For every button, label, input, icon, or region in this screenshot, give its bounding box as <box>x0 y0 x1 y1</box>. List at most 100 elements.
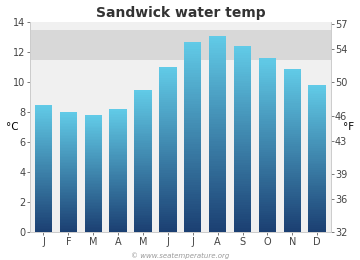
Bar <box>309 179 326 181</box>
Bar <box>109 160 127 162</box>
Bar <box>35 186 52 188</box>
Bar <box>284 151 301 153</box>
Bar <box>109 206 127 208</box>
Bar <box>234 65 251 67</box>
Bar <box>234 156 251 158</box>
Bar <box>284 165 301 167</box>
Bar <box>109 159 127 160</box>
Bar <box>184 132 202 135</box>
Bar <box>60 198 77 199</box>
Bar <box>234 218 251 221</box>
Bar <box>184 190 202 192</box>
Bar <box>234 121 251 123</box>
Bar <box>60 123 77 124</box>
Bar <box>60 210 77 211</box>
Bar <box>309 96 326 98</box>
Bar <box>309 129 326 131</box>
Bar <box>234 62 251 65</box>
Bar <box>284 220 301 222</box>
Bar <box>284 212 301 214</box>
Bar <box>259 226 276 228</box>
Bar <box>284 230 301 232</box>
Bar <box>209 82 226 85</box>
Bar <box>309 218 326 220</box>
Bar <box>159 102 177 104</box>
Bar <box>60 216 77 217</box>
Bar <box>109 182 127 183</box>
Bar <box>284 169 301 171</box>
Bar <box>85 146 102 147</box>
Bar <box>85 177 102 178</box>
Bar <box>284 196 301 198</box>
Bar <box>184 180 202 182</box>
Bar <box>259 174 276 176</box>
Bar <box>109 211 127 212</box>
Bar <box>184 216 202 218</box>
Bar <box>259 58 276 60</box>
Bar <box>284 85 301 87</box>
Bar <box>159 152 177 154</box>
Bar <box>259 89 276 91</box>
Bar <box>309 196 326 198</box>
Bar <box>184 206 202 209</box>
Bar <box>85 188 102 190</box>
Bar <box>109 152 127 154</box>
Bar <box>209 149 226 151</box>
Bar <box>234 144 251 146</box>
Bar <box>159 204 177 206</box>
Bar <box>35 146 52 148</box>
Bar <box>184 178 202 180</box>
Bar <box>309 118 326 120</box>
Bar <box>209 63 226 65</box>
Bar <box>309 164 326 166</box>
Bar <box>259 191 276 193</box>
Bar <box>284 114 301 116</box>
Bar <box>109 226 127 228</box>
Bar <box>109 176 127 177</box>
Bar <box>259 73 276 76</box>
Bar <box>284 192 301 194</box>
Bar <box>259 60 276 63</box>
Bar <box>284 122 301 124</box>
Bar <box>284 71 301 73</box>
Bar <box>60 193 77 195</box>
Bar <box>209 154 226 156</box>
Bar <box>184 204 202 206</box>
Bar <box>35 205 52 207</box>
Bar <box>284 155 301 157</box>
Bar <box>60 121 77 123</box>
Bar <box>134 154 152 156</box>
Bar <box>234 191 251 193</box>
Bar <box>284 206 301 208</box>
Bar <box>134 191 152 193</box>
Bar <box>85 165 102 167</box>
Bar <box>309 137 326 139</box>
Bar <box>309 205 326 207</box>
Bar <box>234 86 251 88</box>
Bar <box>309 109 326 111</box>
Bar <box>35 177 52 178</box>
Bar <box>134 159 152 161</box>
Bar <box>259 217 276 219</box>
Bar <box>159 92 177 94</box>
Bar <box>259 121 276 123</box>
Bar <box>134 97 152 99</box>
Bar <box>309 120 326 122</box>
Bar <box>109 196 127 197</box>
Bar <box>134 211 152 213</box>
Bar <box>109 219 127 220</box>
Bar <box>259 169 276 172</box>
Bar <box>309 214 326 216</box>
Bar <box>109 200 127 202</box>
Bar <box>35 194 52 196</box>
Bar <box>309 116 326 118</box>
Bar <box>209 38 226 41</box>
Bar <box>309 115 326 116</box>
Bar <box>259 143 276 145</box>
Bar <box>134 188 152 190</box>
Bar <box>109 185 127 186</box>
Bar <box>60 160 77 162</box>
Bar <box>35 121 52 122</box>
Bar <box>134 152 152 154</box>
Bar <box>109 216 127 217</box>
